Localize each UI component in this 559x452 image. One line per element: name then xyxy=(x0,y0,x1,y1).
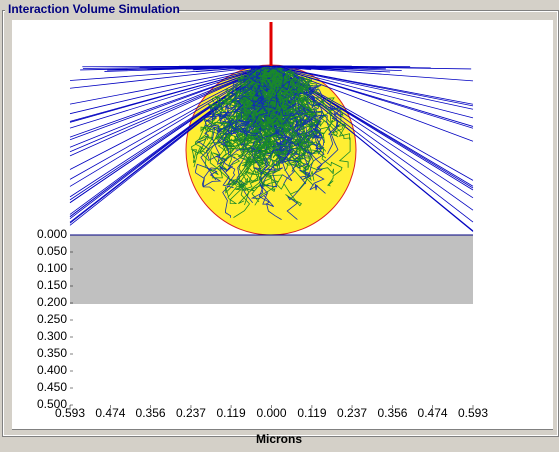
x-tick-label: 0.474 xyxy=(95,406,125,420)
x-tick-label: 0.474 xyxy=(418,406,448,420)
trajectory xyxy=(262,66,289,158)
trajectory xyxy=(69,65,272,157)
y-tick-label: 0.500 xyxy=(37,397,67,411)
trajectory xyxy=(247,67,295,159)
trajectory xyxy=(234,67,291,136)
trajectory xyxy=(69,65,272,198)
trajectory xyxy=(246,67,301,172)
y-tick-label: 0.050 xyxy=(37,244,67,258)
trajectory xyxy=(216,67,263,146)
trajectory xyxy=(248,67,314,173)
trajectory xyxy=(69,65,272,148)
y-tick-label: 0.200 xyxy=(37,295,67,309)
x-tick-label: 0.593 xyxy=(458,406,488,420)
trajectories xyxy=(69,65,474,232)
trajectory xyxy=(69,65,272,105)
trajectory xyxy=(69,65,272,89)
trajectory xyxy=(270,65,474,105)
y-tick-label: 0.300 xyxy=(37,329,67,343)
y-tick-label: 0.400 xyxy=(37,363,67,377)
x-tick-label: 0.593 xyxy=(55,406,85,420)
y-tick-label: 0.450 xyxy=(37,380,67,394)
x-tick-label: 0.356 xyxy=(136,406,166,420)
y-tick-label: 0.100 xyxy=(37,261,67,275)
group-title: Interaction Volume Simulation xyxy=(8,2,180,16)
trajectory xyxy=(265,67,309,155)
y-tick-label: 0.000 xyxy=(37,227,67,241)
trajectory xyxy=(69,65,272,115)
trajectory xyxy=(69,65,272,81)
trajectory xyxy=(254,67,299,172)
group-box-highlight xyxy=(3,11,558,436)
trajectory xyxy=(266,67,351,140)
trajectory xyxy=(263,66,339,138)
trajectory xyxy=(80,65,272,71)
x-tick-label: 0.237 xyxy=(176,406,206,420)
trajectory xyxy=(270,65,474,119)
y-tick-label: 0.350 xyxy=(37,346,67,360)
sample-region xyxy=(70,235,473,304)
x-tick-label: 0.119 xyxy=(216,406,245,420)
trajectory xyxy=(260,67,285,136)
x-tick-label: 0.000 xyxy=(256,406,286,420)
trajectory xyxy=(270,65,402,71)
x-tick-label: 0.237 xyxy=(337,406,367,420)
trajectory xyxy=(209,67,281,171)
group-title-bg xyxy=(5,3,178,17)
x-tick-label: 0.119 xyxy=(297,406,326,420)
trajectory xyxy=(69,65,272,204)
trajectory xyxy=(69,65,272,122)
trajectory xyxy=(69,65,272,129)
trajectory xyxy=(264,67,336,134)
trajectory xyxy=(270,65,474,127)
trajectory xyxy=(69,65,272,153)
trajectory xyxy=(261,66,341,155)
trajectory xyxy=(270,65,474,110)
x-axis-label: Microns xyxy=(256,432,302,446)
trajectory xyxy=(69,65,272,180)
y-tick-label: 0.150 xyxy=(37,278,67,292)
y-tick-label: 0.250 xyxy=(37,312,67,326)
trajectory xyxy=(259,67,323,180)
x-tick-label: 0.356 xyxy=(377,406,407,420)
